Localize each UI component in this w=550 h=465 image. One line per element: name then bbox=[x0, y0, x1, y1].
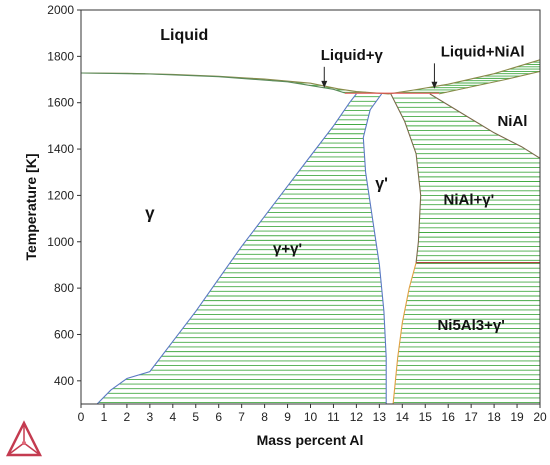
y-tick-label: 1800 bbox=[47, 49, 74, 63]
x-tick-label: 11 bbox=[327, 410, 340, 424]
boundary-gammaprime-right bbox=[390, 93, 422, 263]
region-label-ni5al3-gammaprime: Ni5Al3+γ' bbox=[437, 317, 504, 334]
boundary-nial-solvus bbox=[429, 93, 540, 159]
x-tick-label: 5 bbox=[192, 410, 199, 424]
x-tick-label: 2 bbox=[124, 410, 131, 424]
x-axis-label: Mass percent Al bbox=[257, 432, 364, 448]
x-tick-label: 20 bbox=[533, 410, 547, 424]
region-label-nial-gammaprime: NiAl+γ' bbox=[444, 192, 495, 209]
boundary-gammaprime-left bbox=[362, 93, 387, 404]
y-tick-label: 600 bbox=[54, 327, 74, 341]
boundary-gamma-solvus bbox=[96, 93, 357, 404]
y-tick-label: 1000 bbox=[47, 235, 74, 249]
tick-layer: 0 1 2 3 4 5 6 7 8 9 10 11 12 13 14 15 16 17 18 19 2040060080… bbox=[47, 3, 547, 424]
y-tick-label: 2000 bbox=[47, 3, 74, 17]
y-tick-label: 1400 bbox=[47, 142, 74, 156]
y-tick-label: 1600 bbox=[47, 96, 74, 110]
x-tick-label: 17 bbox=[464, 410, 478, 424]
boundary-solidus-gamma bbox=[81, 72, 346, 94]
x-tick-label: 0 bbox=[78, 410, 85, 424]
y-axis-label: Temperature [K] bbox=[23, 153, 39, 260]
x-tick-label: 1 bbox=[101, 410, 108, 424]
region-label-nial: NiAl bbox=[497, 113, 527, 130]
x-tick-label: 7 bbox=[238, 410, 245, 424]
x-tick-label: 16 bbox=[442, 410, 456, 424]
x-tick-label: 4 bbox=[169, 410, 176, 424]
region-label-gamma-gammaprime: γ+γ' bbox=[273, 240, 302, 257]
boundary-layer bbox=[81, 59, 540, 404]
annotation-arrowhead bbox=[321, 80, 328, 88]
x-tick-label: 13 bbox=[373, 410, 387, 424]
x-tick-label: 3 bbox=[147, 410, 154, 424]
annotation-label-liquid-nial: Liquid+NiAl bbox=[441, 43, 525, 60]
x-tick-label: 12 bbox=[350, 410, 364, 424]
annotation-label-liquid-gamma: Liquid+γ bbox=[321, 47, 384, 64]
boundary-liquidus-nial bbox=[388, 59, 540, 95]
annotation-arrowhead bbox=[431, 81, 438, 89]
region-label-gammaprime: γ' bbox=[375, 175, 388, 192]
y-tick-label: 400 bbox=[54, 374, 74, 388]
x-tick-label: 8 bbox=[261, 410, 268, 424]
x-tick-label: 6 bbox=[215, 410, 222, 424]
x-tick-label: 15 bbox=[419, 410, 433, 424]
y-tick-label: 800 bbox=[54, 281, 74, 295]
x-tick-label: 9 bbox=[284, 410, 291, 424]
region-labels: Liquid γ γ+γ' γ' NiAl+γ' NiAl Ni5Al3+γ' bbox=[145, 27, 527, 334]
x-tick-label: 19 bbox=[510, 410, 524, 424]
thermo-calc-logo-icon bbox=[5, 420, 43, 457]
x-tick-label: 10 bbox=[304, 410, 318, 424]
x-tick-label: 18 bbox=[487, 410, 501, 424]
region-label-gamma: γ bbox=[145, 204, 155, 223]
boundary-solidus-nial bbox=[438, 70, 540, 95]
annotations: Liquid+γ Liquid+NiAl bbox=[321, 43, 525, 89]
y-tick-label: 1200 bbox=[47, 188, 74, 202]
x-tick-label: 14 bbox=[396, 410, 410, 424]
region-label-liquid: Liquid bbox=[160, 27, 208, 44]
boundary-gammaprime-right-low bbox=[392, 262, 417, 404]
boundary-liquidus-gamma bbox=[81, 72, 389, 95]
